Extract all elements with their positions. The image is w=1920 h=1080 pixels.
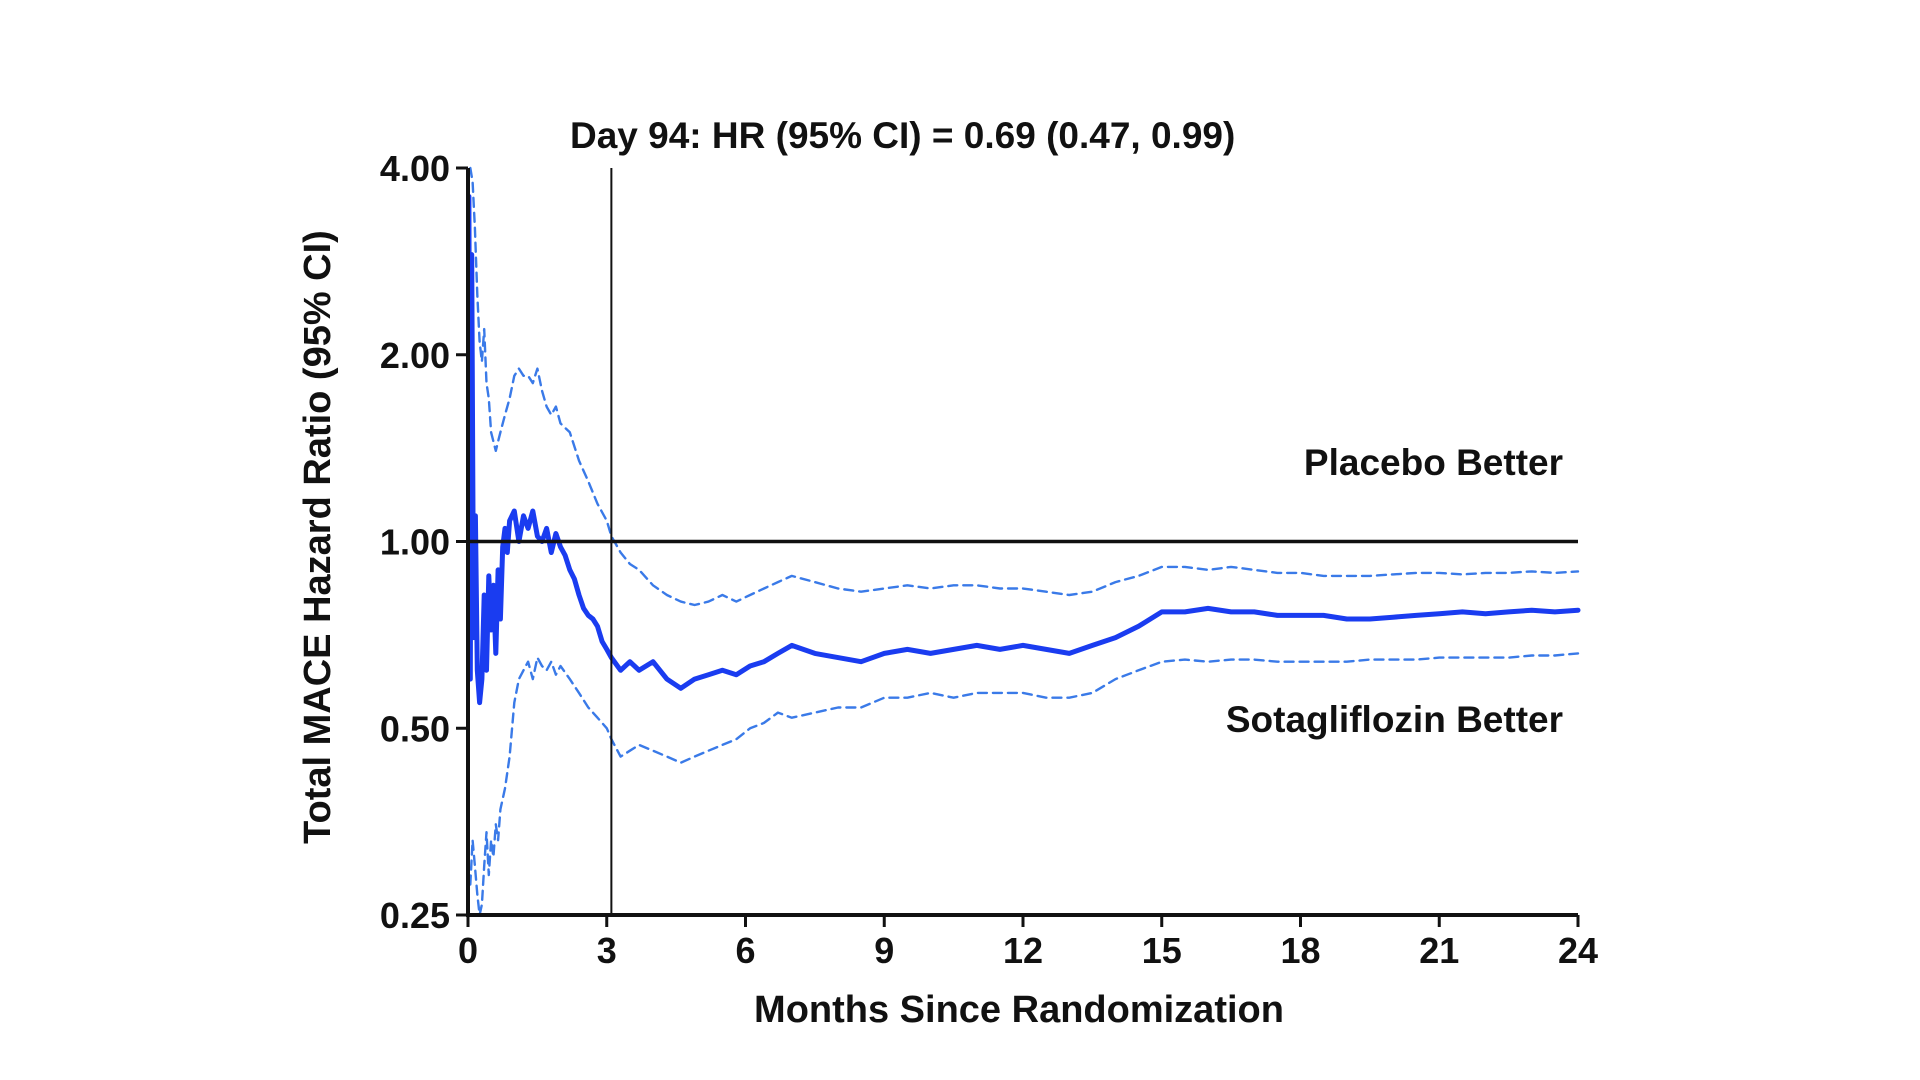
y-axis-title: Total MACE Hazard Ratio (95% CI) bbox=[297, 230, 339, 844]
y-tick-label: 2.00 bbox=[380, 335, 450, 376]
x-tick-label: 18 bbox=[1280, 930, 1320, 971]
x-tick-label: 0 bbox=[458, 930, 478, 971]
sotagliflozin-better-label: Sotagliflozin Better bbox=[1226, 699, 1563, 740]
x-tick-label: 6 bbox=[735, 930, 755, 971]
series-ci-lower bbox=[469, 652, 1580, 917]
y-tick-label: 1.00 bbox=[380, 522, 450, 563]
y-tick-label: 0.25 bbox=[380, 895, 450, 936]
reference-lines bbox=[468, 168, 1578, 915]
x-tick-label: 15 bbox=[1142, 930, 1182, 971]
x-tick-label: 3 bbox=[597, 930, 617, 971]
axes: 0.25 0.50 1.00 2.00 4.00 0 3 6 9 12 15 18 21 24 bbox=[380, 148, 1598, 971]
series-layer bbox=[466, 166, 1581, 917]
y-tick-label: 0.50 bbox=[380, 708, 450, 749]
x-tick-label: 21 bbox=[1419, 930, 1459, 971]
y-tick-label: 4.00 bbox=[380, 148, 450, 189]
x-tick-label: 9 bbox=[874, 930, 894, 971]
series-ci-upper bbox=[469, 166, 1580, 607]
day94-annotation: Day 94: HR (95% CI) = 0.69 (0.47, 0.99) bbox=[570, 115, 1235, 156]
series-hr bbox=[466, 193, 1581, 706]
placebo-better-label: Placebo Better bbox=[1304, 442, 1563, 483]
x-tick-label: 24 bbox=[1558, 930, 1598, 971]
x-axis-title: Months Since Randomization bbox=[754, 989, 1284, 1031]
x-tick-label: 12 bbox=[1003, 930, 1043, 971]
